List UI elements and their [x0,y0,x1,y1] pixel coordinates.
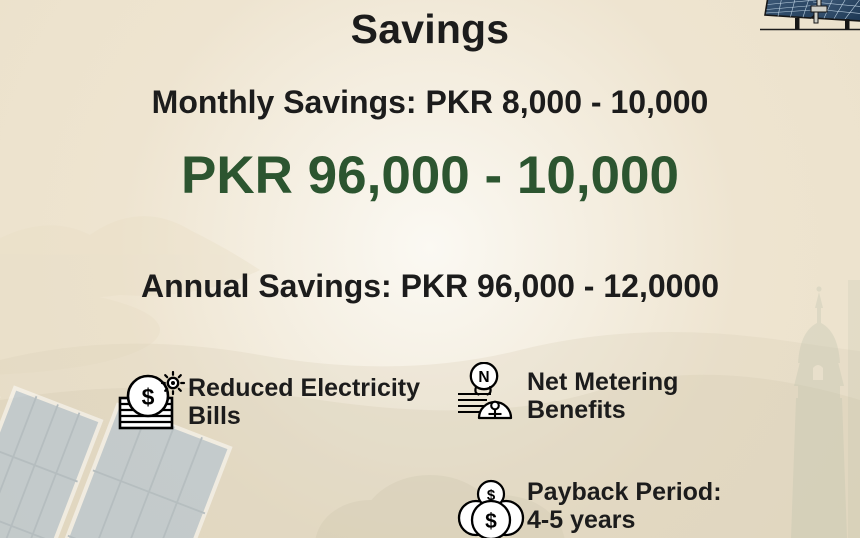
svg-text:$: $ [142,384,155,410]
svg-text:N: N [478,369,489,386]
svg-text:$: $ [485,510,497,533]
